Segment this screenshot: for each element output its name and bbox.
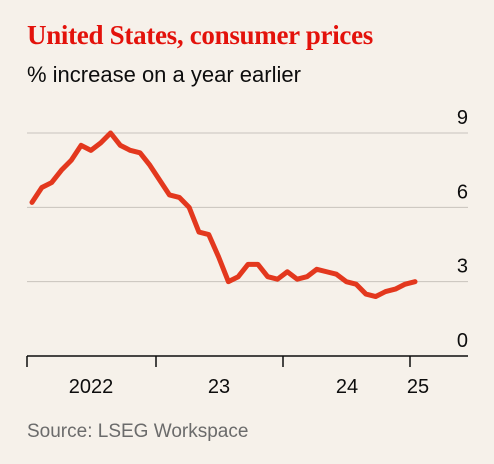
y-tick-label: 3	[457, 256, 468, 278]
source-note: Source: LSEG Workspace	[27, 421, 249, 442]
x-tick-label: 24	[336, 376, 358, 398]
x-tick-label: 23	[208, 376, 230, 398]
chart-subtitle: % increase on a year earlier	[27, 62, 301, 87]
cpi-series-line	[29, 130, 418, 300]
y-tick-label: 6	[457, 181, 468, 203]
x-tick-label: 2022	[69, 376, 114, 398]
y-tick-label: 0	[457, 330, 468, 352]
y-tick-label: 9	[457, 107, 468, 129]
chart-title: United States, consumer prices	[27, 20, 373, 50]
x-tick-label: 25	[407, 376, 429, 398]
